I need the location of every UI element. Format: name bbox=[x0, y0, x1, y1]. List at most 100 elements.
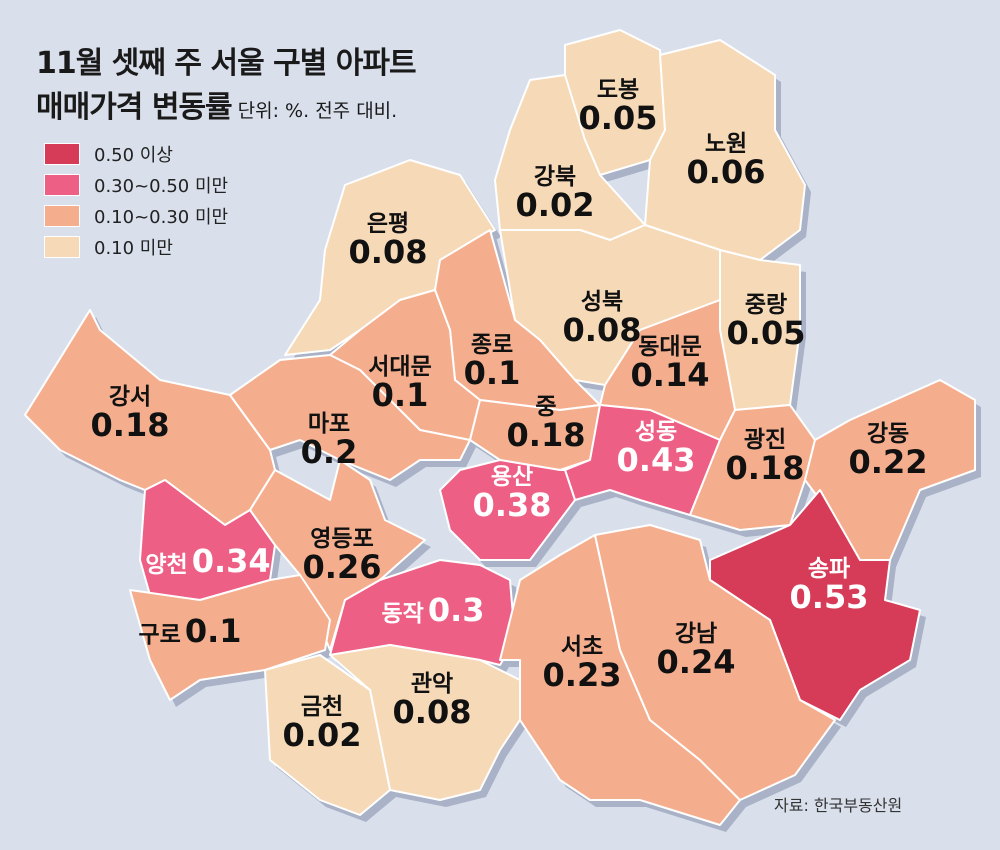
district-label: 강서 0.18 bbox=[91, 385, 170, 443]
district-label: 양천 0.34 bbox=[145, 542, 271, 580]
district-region[interactable] bbox=[594, 524, 836, 801]
district-name: 은평 bbox=[366, 211, 410, 237]
legend-label: 0.10 미만 bbox=[94, 237, 173, 259]
legend-swatch bbox=[44, 204, 80, 227]
district-name: 성동 bbox=[634, 419, 678, 445]
district-name: 용산 bbox=[490, 464, 534, 490]
district-value: 0.02 bbox=[282, 716, 362, 755]
district-region[interactable] bbox=[139, 479, 276, 601]
district-name: 강동 bbox=[866, 421, 910, 447]
title-line-1: 11월 셋째 주 서울 구별 아파트 bbox=[36, 46, 417, 81]
district-label: 동작 0.3 bbox=[381, 591, 485, 629]
title-line-2: 매매가격 변동률 bbox=[36, 90, 233, 125]
district-value: 0.34 bbox=[191, 542, 271, 580]
district-label: 종로 0.1 bbox=[464, 333, 521, 391]
legend-item: 0.30~0.50 미만 bbox=[44, 169, 228, 200]
district-value: 0.1 bbox=[463, 354, 521, 393]
district-name: 금천 bbox=[300, 694, 344, 720]
district-value: 0.14 bbox=[630, 356, 710, 395]
district-name: 노원 bbox=[704, 131, 748, 157]
district-label: 영등포 0.26 bbox=[303, 527, 382, 585]
district-name: 강북 bbox=[533, 164, 577, 190]
district-name: 송파 bbox=[807, 556, 851, 582]
map-title: 11월 셋째 주 서울 구별 아파트 bbox=[36, 38, 417, 82]
district-value: 0.05 bbox=[578, 99, 658, 138]
district-value: 0.02 bbox=[515, 186, 595, 225]
district-label: 은평 0.08 bbox=[349, 212, 428, 270]
legend-item: 0.10~0.30 미만 bbox=[44, 200, 228, 231]
district-label: 성북 0.08 bbox=[563, 290, 642, 348]
district-label: 강북 0.02 bbox=[516, 165, 595, 223]
district-name: 성북 bbox=[580, 289, 624, 315]
legend-swatch bbox=[44, 173, 80, 196]
district-region[interactable] bbox=[229, 354, 471, 481]
district-name: 서초 bbox=[560, 634, 604, 660]
district-value: 0.18 bbox=[725, 449, 805, 488]
district-value: 0.1 bbox=[184, 612, 242, 650]
district-value: 0.38 bbox=[472, 486, 552, 525]
district-name: 종로 bbox=[470, 332, 514, 358]
district-label: 강동 0.22 bbox=[849, 422, 928, 480]
district-name: 동대문 bbox=[638, 334, 702, 360]
legend-swatch bbox=[44, 142, 80, 165]
district-value: 0.53 bbox=[789, 578, 869, 617]
district-label: 광진 0.18 bbox=[726, 428, 805, 486]
district-name: 강남 bbox=[674, 621, 718, 647]
district-label: 금천 0.02 bbox=[283, 695, 362, 753]
district-name: 도봉 bbox=[596, 77, 640, 103]
district-name: 서대문 bbox=[368, 354, 432, 380]
district-name: 영등포 bbox=[310, 526, 374, 552]
district-value: 0.2 bbox=[300, 433, 358, 472]
district-name: 마포 bbox=[307, 411, 351, 437]
district-value: 0.08 bbox=[562, 311, 642, 350]
district-value: 0.05 bbox=[726, 314, 806, 353]
legend-item: 0.50 이상 bbox=[44, 138, 228, 169]
legend-label: 0.50 이상 bbox=[94, 144, 173, 166]
source-note: 자료: 한국부동산원 bbox=[774, 796, 903, 815]
district-value: 0.43 bbox=[616, 441, 696, 480]
district-label: 용산 0.38 bbox=[473, 465, 552, 523]
district-label: 중랑 0.05 bbox=[727, 293, 806, 351]
district-name: 양천 bbox=[145, 552, 188, 578]
district-label: 마포 0.2 bbox=[301, 412, 358, 470]
district-region[interactable] bbox=[129, 574, 331, 701]
district-name: 동작 bbox=[381, 601, 424, 627]
district-label: 강남 0.24 bbox=[657, 622, 736, 680]
district-label: 서초 0.23 bbox=[543, 635, 622, 693]
district-label: 도봉 0.05 bbox=[579, 78, 658, 136]
unit-note: 단위: %. 전주 대비. bbox=[237, 100, 398, 122]
legend: 0.50 이상 0.30~0.50 미만 0.10~0.30 미만 0.10 미… bbox=[44, 138, 228, 262]
district-label: 노원 0.06 bbox=[687, 132, 766, 190]
district-region[interactable] bbox=[439, 459, 576, 561]
district-value: 0.1 bbox=[371, 376, 429, 415]
district-value: 0.24 bbox=[656, 643, 736, 682]
district-region[interactable] bbox=[564, 404, 721, 516]
district-value: 0.18 bbox=[90, 406, 170, 445]
district-value: 0.3 bbox=[427, 591, 485, 629]
district-value: 0.23 bbox=[542, 656, 622, 695]
district-label: 구로 0.1 bbox=[138, 612, 242, 650]
legend-label: 0.10~0.30 미만 bbox=[94, 206, 229, 228]
district-name: 중 bbox=[535, 394, 557, 420]
district-value: 0.26 bbox=[302, 548, 382, 587]
district-region[interactable] bbox=[264, 654, 391, 816]
district-label: 서대문 0.1 bbox=[368, 355, 431, 413]
legend-item: 0.10 미만 bbox=[44, 231, 228, 262]
district-label: 성동 0.43 bbox=[617, 420, 696, 478]
district-region[interactable] bbox=[644, 39, 806, 261]
district-label: 중 0.18 bbox=[507, 395, 586, 453]
district-name: 관악 bbox=[410, 671, 454, 697]
district-name: 중랑 bbox=[744, 292, 788, 318]
district-name: 구로 bbox=[138, 622, 181, 648]
district-label: 송파 0.53 bbox=[790, 557, 869, 615]
district-value: 0.22 bbox=[848, 443, 928, 482]
district-name: 광진 bbox=[743, 427, 787, 453]
district-value: 0.08 bbox=[392, 693, 472, 732]
district-value: 0.08 bbox=[348, 233, 428, 272]
district-value: 0.18 bbox=[506, 416, 586, 455]
district-label: 동대문 0.14 bbox=[631, 335, 710, 393]
legend-label: 0.30~0.50 미만 bbox=[94, 175, 229, 197]
map-subtitle: 매매가격 변동률 단위: %. 전주 대비. bbox=[36, 82, 397, 126]
district-name: 강서 bbox=[108, 384, 152, 410]
